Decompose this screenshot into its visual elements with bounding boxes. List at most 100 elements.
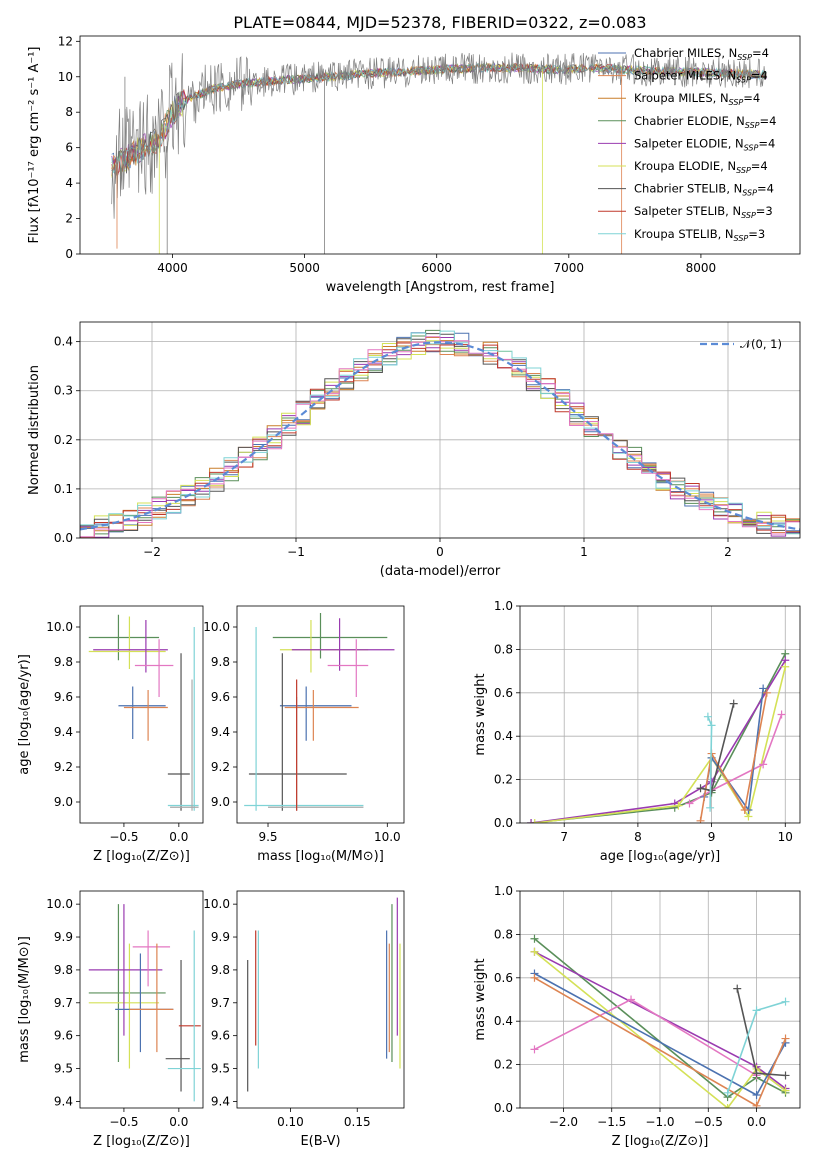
mass-weight-line [534, 998, 758, 1077]
y-tick-label: 0.6 [494, 686, 513, 700]
x-tick-label: −0.5 [694, 1115, 723, 1129]
legend-entry: Salpeter MILES, NSSP=4 [634, 69, 768, 85]
observed-spectrum-line [111, 52, 767, 219]
y-tick-label: 12 [58, 34, 73, 48]
x-tick-label: 10.0 [374, 830, 401, 844]
legend-name: Salpeter MILES, N [634, 69, 736, 83]
y-tick-label: 9.0 [54, 795, 73, 809]
legend-entry: Kroupa STELIB, NSSP=3 [634, 227, 765, 243]
y-tick-label: 9.6 [54, 1029, 73, 1043]
y-tick-label: 9.5 [211, 1062, 230, 1076]
plot-area [244, 613, 395, 811]
legend-name: Salpeter ELODIE, N [634, 136, 744, 150]
legend-entry: Chabrier ELODIE, NSSP=4 [634, 114, 776, 130]
legend-suffix: =4 [743, 91, 760, 105]
mass-weight-marker [696, 784, 705, 793]
mass-weight-line [530, 659, 786, 823]
plot-area [520, 891, 800, 1108]
x-axis-label: mass [log₁₀(M/M⊙)] [257, 849, 384, 864]
plot-area [88, 904, 201, 1102]
y-tick-label: 2 [65, 212, 73, 226]
mass-weight-marker [706, 803, 715, 812]
legend-sub: SSP [742, 189, 757, 198]
y-tick-label: 10 [58, 70, 73, 84]
axes-frame [236, 890, 405, 1109]
y-tick-label: 10.0 [203, 897, 230, 911]
x-tick-label: 8 [634, 830, 642, 844]
x-tick-label: −1.5 [597, 1115, 626, 1129]
mass-weight-marker [781, 1071, 790, 1080]
panel-0: 4000 5000 6000 7000 8000 0 2 4 6 8 10 12 PLATE=0844,… [27, 13, 801, 295]
y-tick-label: 9.0 [211, 795, 230, 809]
plot-area [111, 52, 767, 254]
mass-weight-marker [781, 1086, 790, 1095]
axes-frame [519, 890, 801, 1109]
mass-weight-marker [707, 721, 716, 730]
y-tick-label: 1.0 [494, 884, 513, 898]
y-tick-label: 9.8 [54, 963, 73, 977]
legend-sub: SSP [734, 234, 749, 243]
mass-weight-marker [729, 699, 738, 708]
legend-entry: 𝒩(0, 1) [740, 337, 782, 351]
legend-name: Chabrier ELODIE, N [634, 114, 745, 128]
y-tick-label: 9.7 [54, 996, 73, 1010]
mass-weight-marker [530, 819, 539, 823]
y-axis-label: mass weight [473, 673, 488, 755]
y-tick-label: 9.5 [54, 1062, 73, 1076]
y-tick-label: 0.0 [494, 816, 513, 830]
legend-name: Kroupa STELIB, N [634, 227, 734, 241]
x-axis-label: (data-model)/error [380, 564, 501, 579]
panel-2: −0.5 0.0 9.0 9.2 9.4 9.6 9.8 10.0 Z [log₁₀(Z/Z⊙)… [17, 605, 204, 864]
y-tick-label: 0.2 [494, 773, 513, 787]
x-tick-label: 0.15 [344, 1115, 371, 1129]
x-axis-label: E(B-V) [300, 1134, 340, 1149]
y-tick-label: 0 [65, 247, 73, 261]
mass-weight-line [736, 988, 786, 1077]
mass-weight-line [533, 951, 786, 1108]
mass-weight-marker [759, 760, 768, 769]
panel-1: −2 −1 0 1 2 0.0 0.1 0.2 0.3 0.4 (data-model)/error… [27, 321, 801, 579]
mass-weight-marker [707, 786, 716, 795]
x-tick-label: −2 [143, 545, 161, 559]
x-tick-label: 8000 [686, 261, 717, 275]
y-tick-label: 10.0 [203, 620, 230, 634]
x-tick-label: 0.10 [277, 1115, 304, 1129]
legend-entry: Kroupa ELODIE, NSSP=4 [634, 159, 768, 175]
mass-weight-marker [530, 934, 539, 943]
y-tick-label: 0.4 [54, 335, 73, 349]
mass-weight-marker [759, 684, 768, 693]
mass-weight-marker [752, 1006, 761, 1015]
x-axis-label: age [log₁₀(age/yr)] [600, 849, 721, 864]
y-tick-label: 9.8 [54, 655, 73, 669]
legend-sub: SSP [737, 53, 752, 62]
legend-entry: Salpeter STELIB, NSSP=3 [634, 204, 773, 220]
y-tick-label: 9.4 [54, 1094, 73, 1108]
y-tick-label: 0.6 [494, 971, 513, 985]
panel-4: 7 8 9 10 0.0 0.2 0.4 0.6 0.8 1.0 age [log₁₀(age/yr… [473, 599, 801, 864]
y-tick-label: 9.6 [54, 690, 73, 704]
mass-weight-marker [723, 1088, 732, 1097]
x-axis-label: Z [log₁₀(Z/Z⊙)] [93, 1134, 190, 1149]
mass-weight-marker [627, 995, 636, 1004]
residual-histogram [80, 336, 800, 538]
mass-weight-marker [781, 1034, 790, 1043]
legend-sub: SSP [729, 98, 744, 107]
mass-weight-marker [733, 984, 742, 993]
x-axis-label: Z [log₁₀(Z/Z⊙)] [93, 849, 190, 864]
panel-6: 0.10 0.15 9.4 9.5 9.6 9.7 9.8 9.9 10.0 E(B-V) [203, 890, 405, 1149]
y-axis-label: mass [log₁₀(M/M⊙)] [17, 936, 32, 1063]
y-tick-label: 10.0 [46, 897, 73, 911]
x-tick-label: 0.0 [169, 1115, 188, 1129]
x-tick-label: 4000 [157, 261, 188, 275]
legend-suffix: =4 [758, 136, 775, 150]
axes-frame [79, 35, 801, 255]
y-tick-label: 4 [65, 176, 73, 190]
axes-frame [236, 605, 405, 824]
legend-name: Kroupa ELODIE, N [634, 159, 736, 173]
legend-name: Chabrier MILES, N [634, 46, 737, 60]
y-tick-label: 9.8 [211, 963, 230, 977]
mass-weight-marker [527, 819, 536, 823]
axes-frame [79, 605, 204, 824]
legend-suffix: =3 [748, 227, 765, 241]
